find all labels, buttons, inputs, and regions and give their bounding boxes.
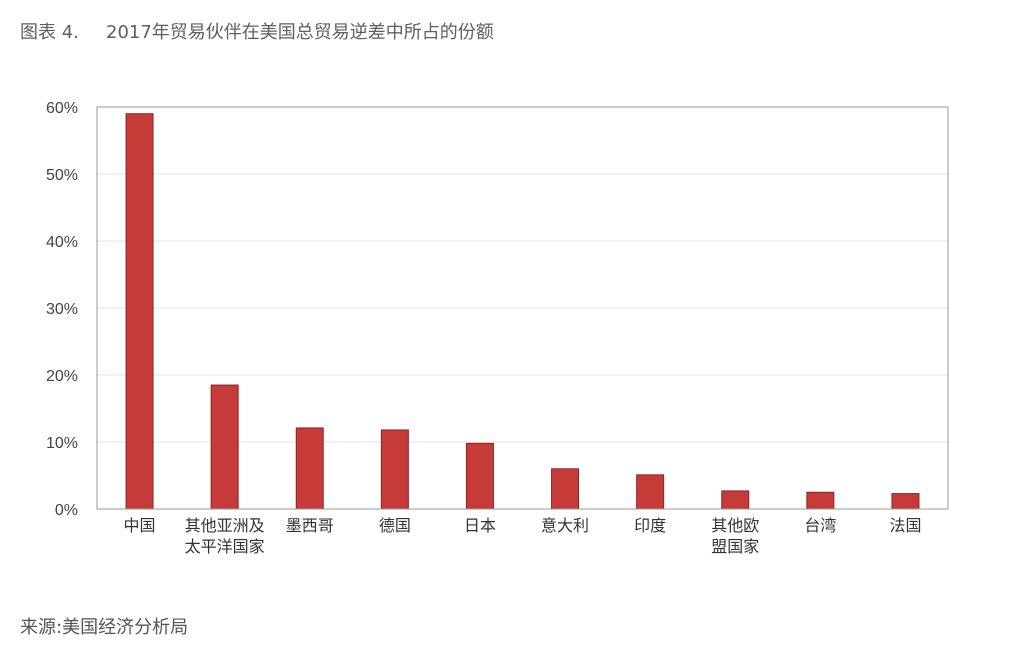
bar [551,468,580,510]
bars [125,113,920,510]
bar [721,490,750,510]
x-category-label: 日本 [464,516,496,535]
bar [125,113,154,510]
x-category-label: 台湾 [804,516,836,535]
source-note: 来源:美国经济分析局 [20,617,189,638]
x-category-label: 其他欧 [711,516,759,535]
y-tick-label: 40% [46,234,78,251]
x-category-label: 墨西哥 [286,516,334,535]
x-category-label: 中国 [124,516,156,535]
x-category-label: 德国 [379,516,411,535]
y-tick-label: 10% [46,435,78,452]
bar [806,491,835,510]
bar [891,493,920,510]
x-category-label: 盟国家 [711,537,759,556]
y-axis-ticks: 0% 10% 20% 30% 40% 50% 60% [46,100,78,519]
x-category-label: 法国 [889,516,921,535]
bar [210,384,239,510]
x-category-label: 印度 [634,516,666,535]
x-category-label: 意大利 [541,516,589,535]
x-category-label: 太平洋国家 [185,537,265,556]
y-tick-label: 50% [46,167,78,184]
bar [295,427,324,510]
gridlines [97,173,948,443]
y-tick-label: 0% [55,502,78,519]
y-tick-label: 60% [46,100,78,117]
x-category-label: 其他亚洲及 [185,516,265,535]
figure-number: 图表 4. [20,22,79,43]
figure-header: 图表 4. 2017年贸易伙伴在美国总贸易逆差中所占的份额 [20,18,494,44]
bar [380,429,409,510]
y-tick-label: 20% [46,368,78,385]
bar [636,474,665,510]
chart-title: 2017年贸易伙伴在美国总贸易逆差中所占的份额 [106,22,494,43]
bar [465,442,494,510]
y-tick-label: 30% [46,301,78,318]
plot-frame [96,106,949,510]
